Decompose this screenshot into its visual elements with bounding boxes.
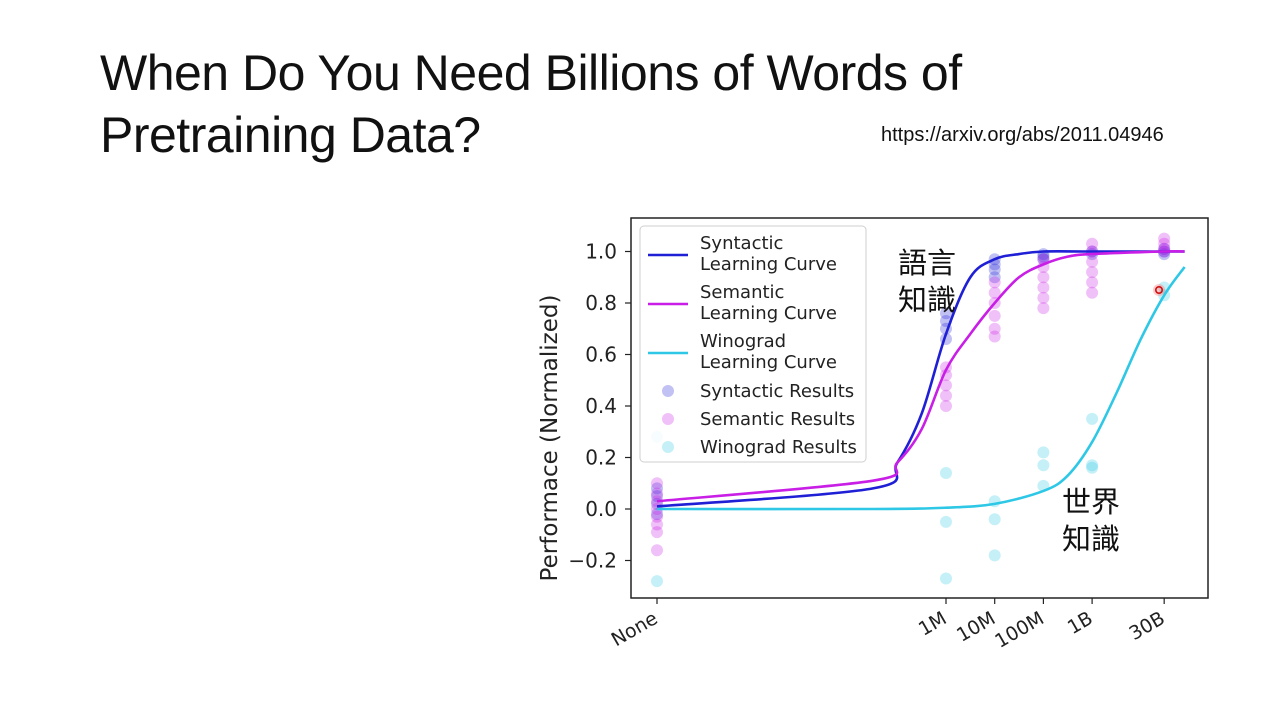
winograd-result-point — [988, 513, 1001, 526]
legend-label: Winograd Learning Curve — [700, 331, 837, 373]
semantic-result-point — [940, 389, 952, 402]
semantic-result-point — [988, 286, 1001, 299]
chart-annotation: 語言知識 — [898, 246, 956, 317]
syntactic-result-point — [651, 490, 663, 503]
legend-dot-swatch — [662, 441, 674, 453]
semantic-result-point — [988, 309, 1001, 322]
semantic-result-point — [1158, 232, 1171, 245]
y-tick-label: 0.0 — [585, 497, 617, 521]
paper-link[interactable]: https://arxiv.org/abs/2011.04946 — [881, 124, 1164, 146]
semantic-result-point — [988, 330, 1001, 343]
legend-label: Semantic Learning Curve — [700, 282, 837, 324]
chart-annotation: 世界知識 — [1062, 485, 1120, 556]
semantic-result-point — [1037, 302, 1050, 315]
legend-label: Syntactic Results — [700, 381, 854, 402]
syntactic-result-point — [988, 271, 1001, 284]
y-tick-label: 0.6 — [585, 343, 617, 367]
winograd-result-point — [988, 549, 1001, 562]
syntactic-result-point — [1037, 250, 1050, 263]
x-tick-label: 10M — [953, 607, 999, 646]
legend-dot-swatch — [662, 385, 674, 397]
semantic-result-point — [651, 526, 663, 539]
x-tick-label: 1M — [915, 607, 951, 640]
winograd-result-point — [651, 575, 663, 588]
winograd-result-point — [940, 572, 952, 585]
semantic-learning-curve — [656, 250, 1185, 503]
syntactic-result-point — [988, 263, 1001, 276]
scatter-group — [651, 232, 1171, 557]
semantic-result-point — [651, 477, 663, 490]
winograd-result-point — [1086, 459, 1099, 472]
syntactic-result-point — [651, 482, 663, 495]
y-axis-label: Performace (Normalized) — [537, 295, 563, 582]
y-tick-label: 0.2 — [585, 446, 617, 470]
x-tick-label: 30B — [1125, 607, 1168, 645]
semantic-result-point — [940, 379, 952, 392]
plot-frame — [630, 217, 1209, 599]
syntactic-result-point — [940, 307, 952, 320]
x-tick-label: 1B — [1064, 607, 1097, 639]
y-tick-label: 1.0 — [585, 240, 617, 264]
chart-legend: Syntactic Learning Curve Semantic Learning … — [639, 225, 867, 463]
legend-label: Winograd Results — [700, 437, 857, 458]
semantic-result-point — [651, 518, 663, 531]
semantic-result-point — [1037, 281, 1050, 294]
winograd-result-point — [1037, 459, 1050, 472]
semantic-result-point — [1037, 291, 1050, 304]
x-tick-label: None — [608, 607, 662, 651]
semantic-result-point — [1037, 271, 1050, 284]
legend-box — [639, 225, 867, 463]
cursor-halo — [1153, 284, 1165, 296]
semantic-result-point — [651, 510, 663, 523]
y-tick-label: 0.4 — [585, 394, 617, 418]
semantic-result-point — [1158, 237, 1171, 250]
semantic-result-point — [1086, 255, 1099, 268]
semantic-result-point — [988, 322, 1001, 335]
winograd-learning-curve — [656, 266, 1186, 511]
winograd-result-point — [1086, 461, 1099, 474]
semantic-result-point — [1086, 276, 1099, 289]
cursor-marker — [1155, 285, 1164, 294]
semantic-result-point — [988, 276, 1001, 289]
semantic-result-point — [651, 544, 663, 557]
semantic-result-point — [940, 400, 952, 412]
semantic-result-point — [1086, 286, 1099, 299]
y-tick-label: −0.2 — [568, 549, 617, 573]
legend-dot-swatch — [662, 413, 674, 425]
semantic-result-point — [1086, 237, 1099, 250]
legend-label: Semantic Results — [700, 409, 855, 430]
winograd-result-point — [1037, 446, 1050, 459]
x-tick-label: 100M — [991, 607, 1048, 652]
winograd-result-point — [940, 466, 952, 479]
winograd-result-point — [1086, 412, 1099, 425]
y-tick-label: 0.8 — [585, 291, 617, 315]
semantic-result-point — [651, 487, 663, 500]
legend-label: Syntactic Learning Curve — [700, 233, 837, 275]
syntactic-result-point — [651, 508, 663, 521]
semantic-result-point — [1086, 266, 1099, 279]
slide-title: When Do You Need Billions of Words of Pr… — [100, 45, 962, 163]
winograd-result-point — [940, 515, 952, 528]
syntactic-learning-curve — [656, 250, 1185, 508]
